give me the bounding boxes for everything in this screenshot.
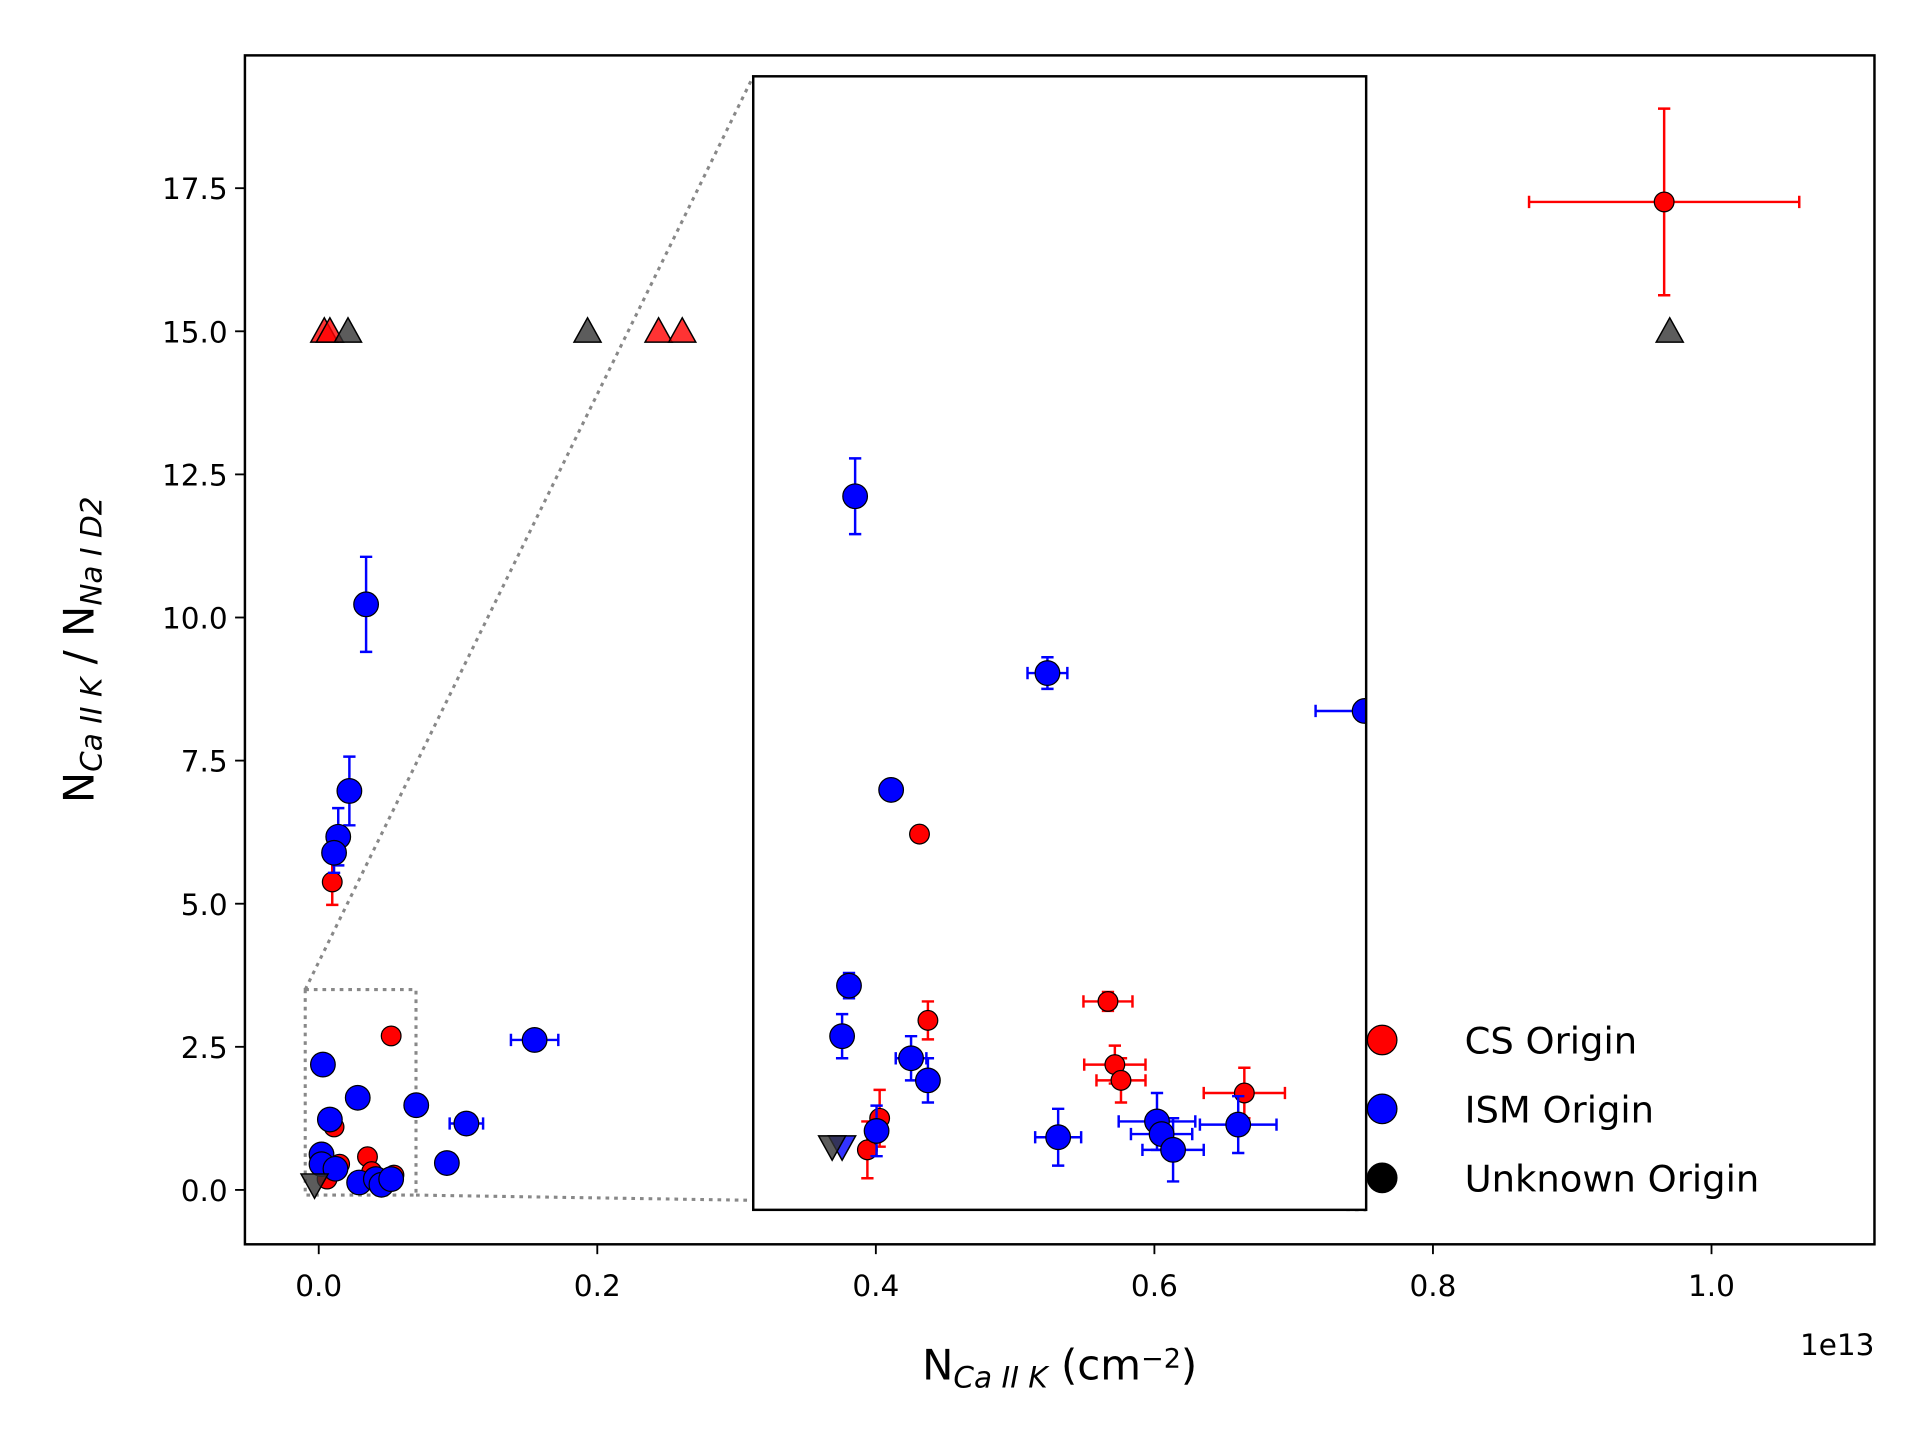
y-axis-label-part: Ca II K <box>74 675 108 772</box>
plot-area <box>299 107 1801 1200</box>
data-point <box>829 1023 856 1050</box>
legend-label: Unknown Origin <box>1465 1157 1760 1200</box>
data-point <box>433 1150 460 1176</box>
data-point <box>309 1051 336 1078</box>
x-axis-label-part: (cm <box>1048 1341 1141 1390</box>
data-point <box>1045 1124 1072 1151</box>
x-tick-label: 0.4 <box>852 1269 899 1303</box>
data-point <box>1097 990 1119 1012</box>
lower-limit-marker <box>333 316 363 343</box>
y-tick-label: 0.0 <box>181 1174 228 1208</box>
data-point <box>344 1084 371 1111</box>
x-axis-label-part: N <box>922 1341 953 1390</box>
y-tick-label: 15.0 <box>162 315 228 349</box>
upper-limit-marker <box>817 1135 847 1162</box>
lower-limit-marker <box>572 316 603 343</box>
data-point <box>1653 191 1675 213</box>
y-tick-label: 17.5 <box>162 172 228 206</box>
y-tick-label: 2.5 <box>181 1031 228 1065</box>
data-point <box>378 1166 405 1192</box>
data-point <box>316 1106 343 1133</box>
lower-limit-marker <box>643 316 674 343</box>
legend-marker <box>1366 1093 1398 1125</box>
zoom-connector <box>303 75 755 991</box>
data-point <box>1160 1136 1187 1163</box>
legend-label: CS Origin <box>1465 1020 1637 1063</box>
data-point <box>453 1110 480 1137</box>
y-tick-label: 12.5 <box>162 458 228 492</box>
data-point <box>403 1092 430 1119</box>
inset-frame <box>752 75 1368 1212</box>
data-point <box>1034 660 1061 686</box>
data-point <box>353 591 380 618</box>
y-axis-label-part: / N <box>55 606 104 678</box>
lower-limit-marker <box>315 316 345 343</box>
x-tick-label: 0.2 <box>574 1269 621 1303</box>
data-point <box>322 1155 349 1182</box>
data-point <box>836 972 862 999</box>
data-point <box>336 778 363 804</box>
legend-marker <box>1366 1162 1398 1194</box>
x-offset-label: 1e13 <box>1800 1328 1875 1362</box>
data-point <box>914 1067 941 1094</box>
data-point <box>1110 1069 1132 1091</box>
legend-marker <box>1366 1024 1398 1056</box>
x-axis-label-part: ) <box>1181 1341 1197 1390</box>
lower-limit-marker <box>1654 316 1685 343</box>
data-point <box>380 1025 402 1047</box>
y-tick-label: 5.0 <box>181 888 228 922</box>
data-point <box>842 483 869 510</box>
x-tick-label: 1.0 <box>1688 1269 1735 1303</box>
x-tick-label: 0.0 <box>295 1269 342 1303</box>
x-tick-label: 0.6 <box>1131 1269 1178 1303</box>
data-point <box>321 871 343 893</box>
data-point <box>1225 1111 1252 1138</box>
upper-limit-marker <box>299 1173 330 1200</box>
y-axis-label-part: N <box>55 772 104 803</box>
y-axis-label: NCa II K / NNa I D2 <box>55 497 109 804</box>
lower-limit-marker <box>667 316 698 343</box>
x-axis-label: NCa II K (cm−2) <box>922 1341 1197 1395</box>
inset-background <box>753 76 1367 1210</box>
x-axis-label-part: Ca II K <box>953 1360 1050 1394</box>
inset-plot <box>817 457 1367 1183</box>
y-axis-label-part: Na I D2 <box>74 497 108 606</box>
axes-frame <box>243 54 1876 1246</box>
data-point <box>917 1009 939 1031</box>
data-point <box>898 1045 924 1072</box>
data-point <box>321 839 347 866</box>
data-point <box>521 1027 548 1053</box>
legend-label: ISM Origin <box>1465 1088 1654 1131</box>
data-point <box>1351 698 1367 724</box>
data-point <box>878 776 905 803</box>
y-tick-label: 10.0 <box>162 602 228 636</box>
y-tick-label: 7.5 <box>181 745 228 779</box>
data-point <box>863 1117 890 1144</box>
x-axis-label-part: −2 <box>1141 1344 1181 1375</box>
x-tick-label: 0.8 <box>1409 1269 1456 1303</box>
data-point <box>909 823 930 845</box>
